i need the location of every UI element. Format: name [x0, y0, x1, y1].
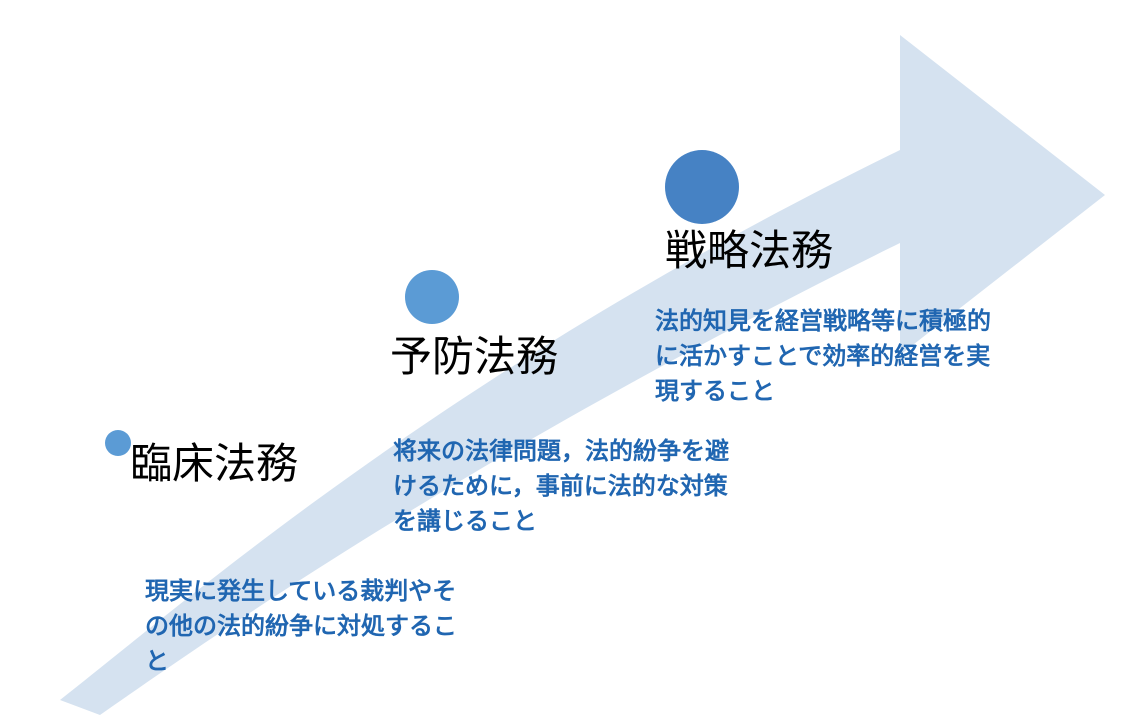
stage-title-0: 臨床法務 — [130, 430, 298, 491]
stage-desc-0: 現実に発生している裁判やその他の法的紛争に対処すること — [145, 575, 465, 679]
stage-title-2: 戦略法務 — [665, 217, 833, 278]
stage-title-1: 予防法務 — [390, 323, 558, 384]
stage-desc-2: 法的知見を経営戦略等に積極的に活かすことで効率的経営を実現すること — [655, 305, 1005, 409]
stage-desc-1: 将来の法律問題，法的紛争を避けるために，事前に法的な対策を講じること — [393, 435, 743, 539]
stage-dot-0 — [105, 430, 131, 456]
stage-dot-2 — [665, 150, 739, 224]
stage-dot-1 — [405, 270, 459, 324]
